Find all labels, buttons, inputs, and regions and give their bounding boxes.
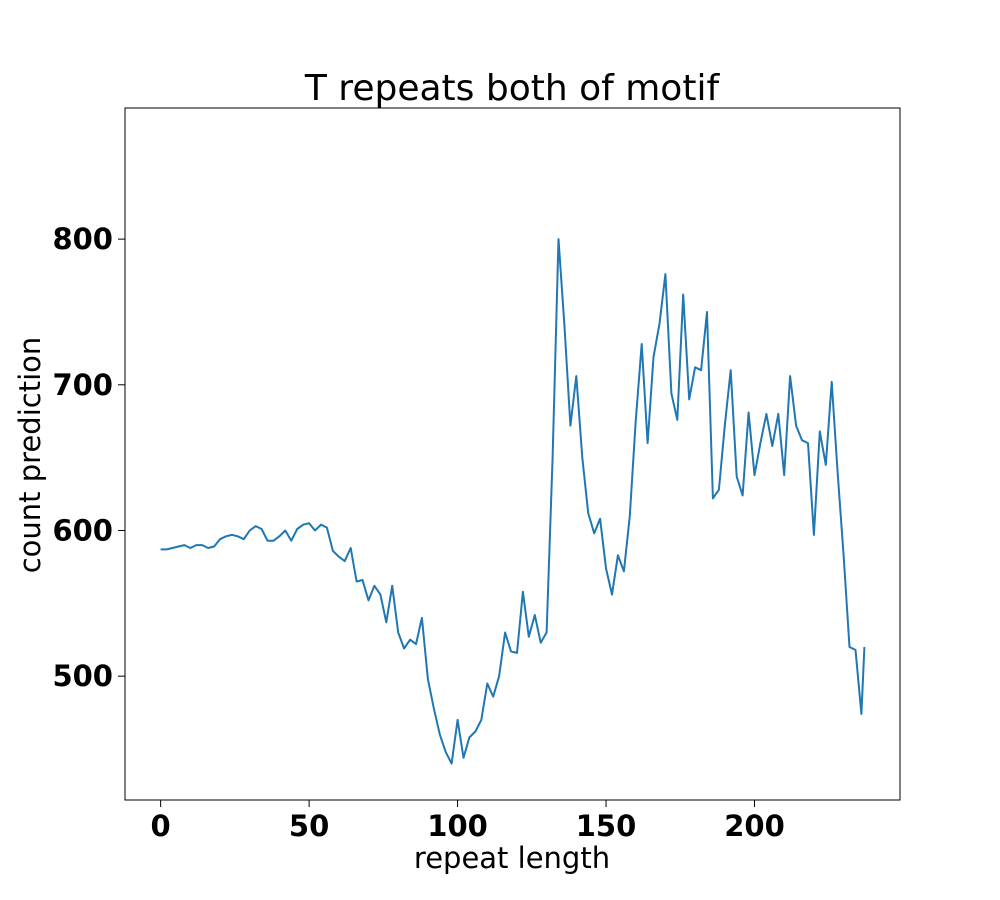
chart-title: T repeats both of motif (304, 68, 721, 109)
x-axis: 0 50 100 150 200 (151, 800, 785, 843)
y-axis-label: count prediction (13, 337, 47, 574)
y-tick-label: 600 (52, 513, 113, 547)
plot-frame (124, 107, 901, 801)
plot-area (160, 238, 866, 765)
y-tick-label: 500 (52, 659, 113, 693)
y-axis: 500 600 700 800 (52, 222, 125, 693)
x-axis-label: repeat length (414, 841, 610, 875)
x-tick-label: 50 (289, 809, 329, 843)
x-tick-label: 0 (151, 809, 171, 843)
y-tick-label: 700 (52, 368, 113, 402)
y-tick-label: 800 (52, 222, 113, 256)
series-line-0 (160, 238, 866, 765)
x-tick-label: 150 (576, 809, 637, 843)
x-tick-label: 200 (724, 809, 785, 843)
x-tick-label: 100 (427, 809, 488, 843)
